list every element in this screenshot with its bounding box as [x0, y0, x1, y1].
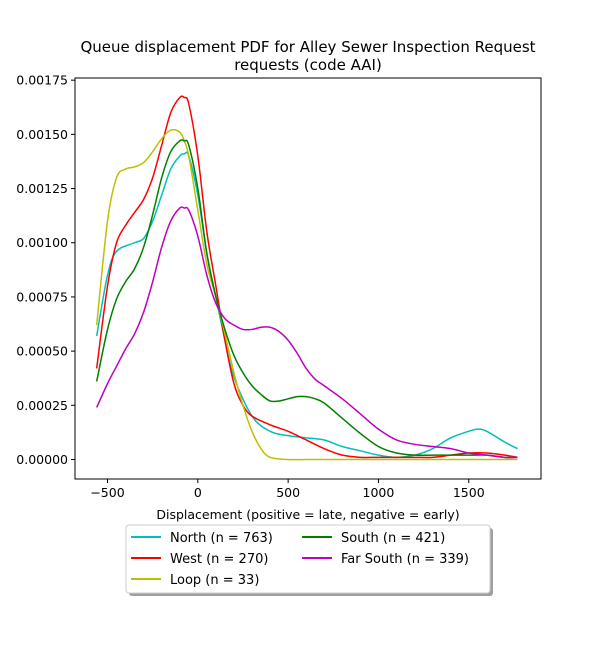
x-tick-label: 500: [276, 485, 300, 500]
chart-title-line-2: requests (code AAI): [234, 56, 382, 74]
x-tick-label: −500: [90, 485, 124, 500]
legend-label-4: South (n = 421): [341, 531, 445, 546]
x-axis: −500 0 500 1000 1500: [90, 479, 485, 500]
series-line-4: [95, 139, 518, 459]
y-axis: 0.00000 0.00025 0.00050 0.00075 0.00100 0.001…: [16, 73, 75, 467]
chart-title-line-1: Queue displacement PDF for Alley Sewer I…: [80, 38, 535, 56]
plot-frame: [74, 77, 542, 480]
y-tick-label: 0.00025: [16, 398, 68, 413]
series-line-2: [95, 95, 518, 459]
y-tick-label: 0.00150: [16, 127, 68, 142]
y-tick-label: 0.00100: [16, 235, 68, 250]
series-layer: [95, 95, 518, 461]
y-tick-label: 0.00125: [16, 181, 68, 196]
x-axis-label: Displacement (positive = late, negative …: [156, 507, 459, 522]
x-tick-label: 1000: [363, 485, 395, 500]
y-tick-label: 0.00175: [16, 73, 68, 88]
legend: North (n = 763) West (n = 270) Loop (n = 3…: [125, 524, 493, 596]
legend-label-3: Loop (n = 33): [170, 573, 259, 588]
y-tick-label: 0.00075: [16, 289, 68, 304]
y-tick-label: 0.00050: [16, 344, 68, 359]
legend-label-1: North (n = 763): [170, 531, 273, 546]
x-tick-label: 1500: [453, 485, 485, 500]
legend-label-2: West (n = 270): [170, 552, 268, 567]
x-tick-label: 0: [194, 485, 202, 500]
series-line-3: [95, 128, 518, 461]
y-tick-label: 0.00000: [16, 452, 68, 467]
legend-label-5: Far South (n = 339): [341, 552, 469, 567]
series-line-5: [95, 206, 518, 459]
series-line-1: [95, 151, 518, 459]
legend-items: North (n = 763) West (n = 270) Loop (n = 3…: [131, 531, 469, 588]
